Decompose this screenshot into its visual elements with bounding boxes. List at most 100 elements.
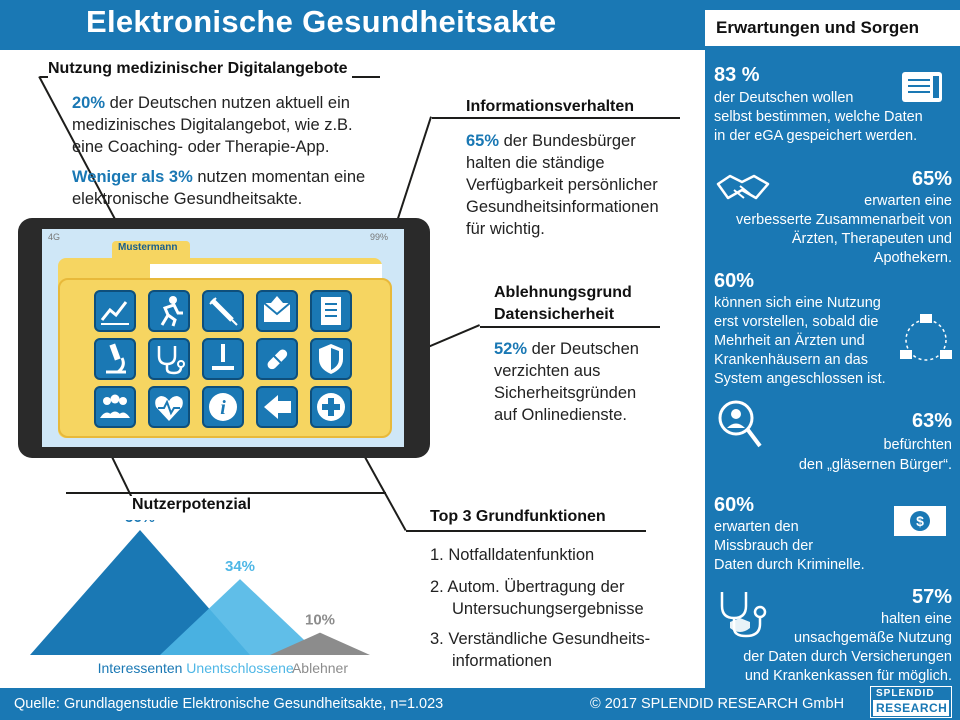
mail-icon <box>263 296 291 322</box>
stat-83-line: in der eGA gespeichert werden. <box>714 128 918 144</box>
stat-60a-pct: 60% <box>714 270 755 292</box>
stat-60b-line: Missbrauch der <box>714 538 814 554</box>
ablehnung-pct: 52% <box>494 340 528 358</box>
scalpel-tile[interactable] <box>202 338 244 380</box>
nutzung-pct: 20% <box>72 94 106 112</box>
document-tile[interactable] <box>310 290 352 332</box>
stat-83-line: selbst bestimmen, welche Daten <box>714 109 923 125</box>
stat-60a-line: können sich eine Nutzung <box>714 295 881 311</box>
stat-57-line: und Krankenkassen für möglich. <box>744 668 952 684</box>
stat-60b-line: erwarten den <box>714 519 799 535</box>
forward-icon <box>264 395 291 419</box>
folder-label: Mustermann <box>118 242 178 253</box>
stat-63-pct: 63% <box>911 410 952 432</box>
value-label: 10% <box>305 612 335 629</box>
forward-tile[interactable] <box>256 386 298 428</box>
nutzung-heading: Nutzung medizinischer Digitalangebote <box>48 60 352 78</box>
stat-63-line: befürchten <box>883 437 952 453</box>
stat-65-line: erwarten eine <box>864 193 952 209</box>
runner-icon <box>160 296 183 327</box>
source-note: Quelle: Grundlagenstudie Elektronische G… <box>14 696 444 712</box>
stat-57-pct: 57% <box>911 586 952 608</box>
callout-line <box>66 492 386 494</box>
copyright: © 2017 SPLENDID RESEARCH GmbH <box>590 696 845 712</box>
ablehnung-text: der Deutschen <box>531 340 639 358</box>
nutzung-text: nutzen momentan eine <box>197 168 366 186</box>
medical-cross-icon <box>317 393 345 421</box>
nutzung-text: medizinisches Digitalangebot, wie z.B. <box>72 116 353 134</box>
stat-60b-pct: 60% <box>714 494 755 516</box>
info-icon: i <box>209 393 237 421</box>
info-text: halten die ständige <box>466 154 605 172</box>
stat-57-line: halten eine <box>881 611 952 627</box>
syringe-tile[interactable] <box>202 290 244 332</box>
top3-heading: Top 3 Grundfunktionen <box>430 508 610 526</box>
stethoscope-tile[interactable] <box>148 338 190 380</box>
right-panel-header <box>705 10 960 46</box>
nutzung-text: der Deutschen nutzen aktuell ein <box>109 94 350 112</box>
microscope-tile[interactable] <box>94 338 136 380</box>
top3-item: 2. Autom. Übertragung der <box>430 578 625 596</box>
stat-65-pct: 65% <box>911 168 952 190</box>
info-text: für wichtig. <box>466 220 545 238</box>
logo-line1: SPLENDID <box>876 688 935 699</box>
network-icon <box>900 314 952 361</box>
pill-tile[interactable] <box>256 338 298 380</box>
ablehnung-heading: Datensicherheit <box>494 306 619 324</box>
runner-tile[interactable] <box>148 290 190 332</box>
stat-57-line: unsachgemäße Nutzung <box>794 630 952 646</box>
syringe-icon <box>209 297 238 326</box>
stat-60a-line: System angeschlossen ist. <box>714 371 886 387</box>
ablehnung-heading: Ablehnungsgrund <box>494 284 636 302</box>
ablehnung-text: verzichten aus <box>494 362 601 380</box>
stat-60a-line: Krankenhäusern an das <box>714 352 868 368</box>
shield-icon <box>319 344 343 374</box>
chart-tile[interactable] <box>94 290 136 332</box>
callout-line <box>358 446 407 531</box>
group-tile[interactable] <box>94 386 136 428</box>
svg-text:$: $ <box>916 513 924 529</box>
info-text: der Bundesbürger <box>503 132 636 150</box>
stethoscope-icon <box>157 346 185 375</box>
stethoscope-shield-icon <box>720 592 767 638</box>
stat-65-line: Apothekern. <box>873 250 952 266</box>
nutzung-text: eine Coaching- oder Therapie-App. <box>72 138 330 156</box>
document-icon <box>321 297 341 325</box>
stat-83-line: der Deutschen wollen <box>714 90 854 106</box>
callout-line <box>406 530 646 532</box>
svg-text:i: i <box>220 397 226 419</box>
value-label: 56% <box>125 520 155 526</box>
magnifier-person-icon <box>718 400 762 448</box>
banknote-icon: $ <box>894 506 946 536</box>
info-heading: Informationsverhalten <box>466 98 639 116</box>
nutzerpotenzial-chart: 56% Interessenten 34% Unentschlossene 10% Abl… <box>30 520 370 676</box>
potenzial-heading: Nutzerpotenzial <box>128 496 256 514</box>
logo-line2: RESEARCH <box>876 701 948 715</box>
handshake-icon <box>716 174 770 200</box>
stat-83-pct: 83 % <box>714 64 760 86</box>
battery-indicator: 99% <box>370 232 389 242</box>
right-panel <box>705 0 960 688</box>
folder-tab <box>112 241 190 259</box>
callout-line <box>432 117 680 119</box>
info-text: Gesundheitsinformationen <box>466 198 659 216</box>
mail-tile[interactable] <box>256 290 298 332</box>
info-pct: 65% <box>466 132 500 150</box>
mountain-ablehner <box>270 632 370 655</box>
title-bar <box>0 0 710 50</box>
nutzung-text: elektronische Gesundheitsakte. <box>72 190 303 208</box>
stat-60a-line: erst vorstellen, sobald die <box>714 314 879 330</box>
stat-65-line: Ärzten, Therapeuten und <box>791 231 952 247</box>
info-tile[interactable]: i <box>202 386 244 428</box>
signal-indicator: 4G <box>48 232 61 242</box>
stat-60a-line: Mehrheit an Ärzten und <box>714 333 865 349</box>
top3-item: informationen <box>452 652 552 670</box>
top3-item: 1. Notfalldatenfunktion <box>430 546 595 564</box>
stat-65-line: verbesserte Zusammenarbeit von <box>736 212 952 228</box>
medical-cross-tile[interactable] <box>310 386 352 428</box>
heartbeat-icon <box>155 396 183 421</box>
category-label: Interessenten <box>98 660 183 676</box>
heartbeat-tile[interactable] <box>148 386 190 428</box>
shield-tile[interactable] <box>310 338 352 380</box>
footer <box>0 688 960 720</box>
